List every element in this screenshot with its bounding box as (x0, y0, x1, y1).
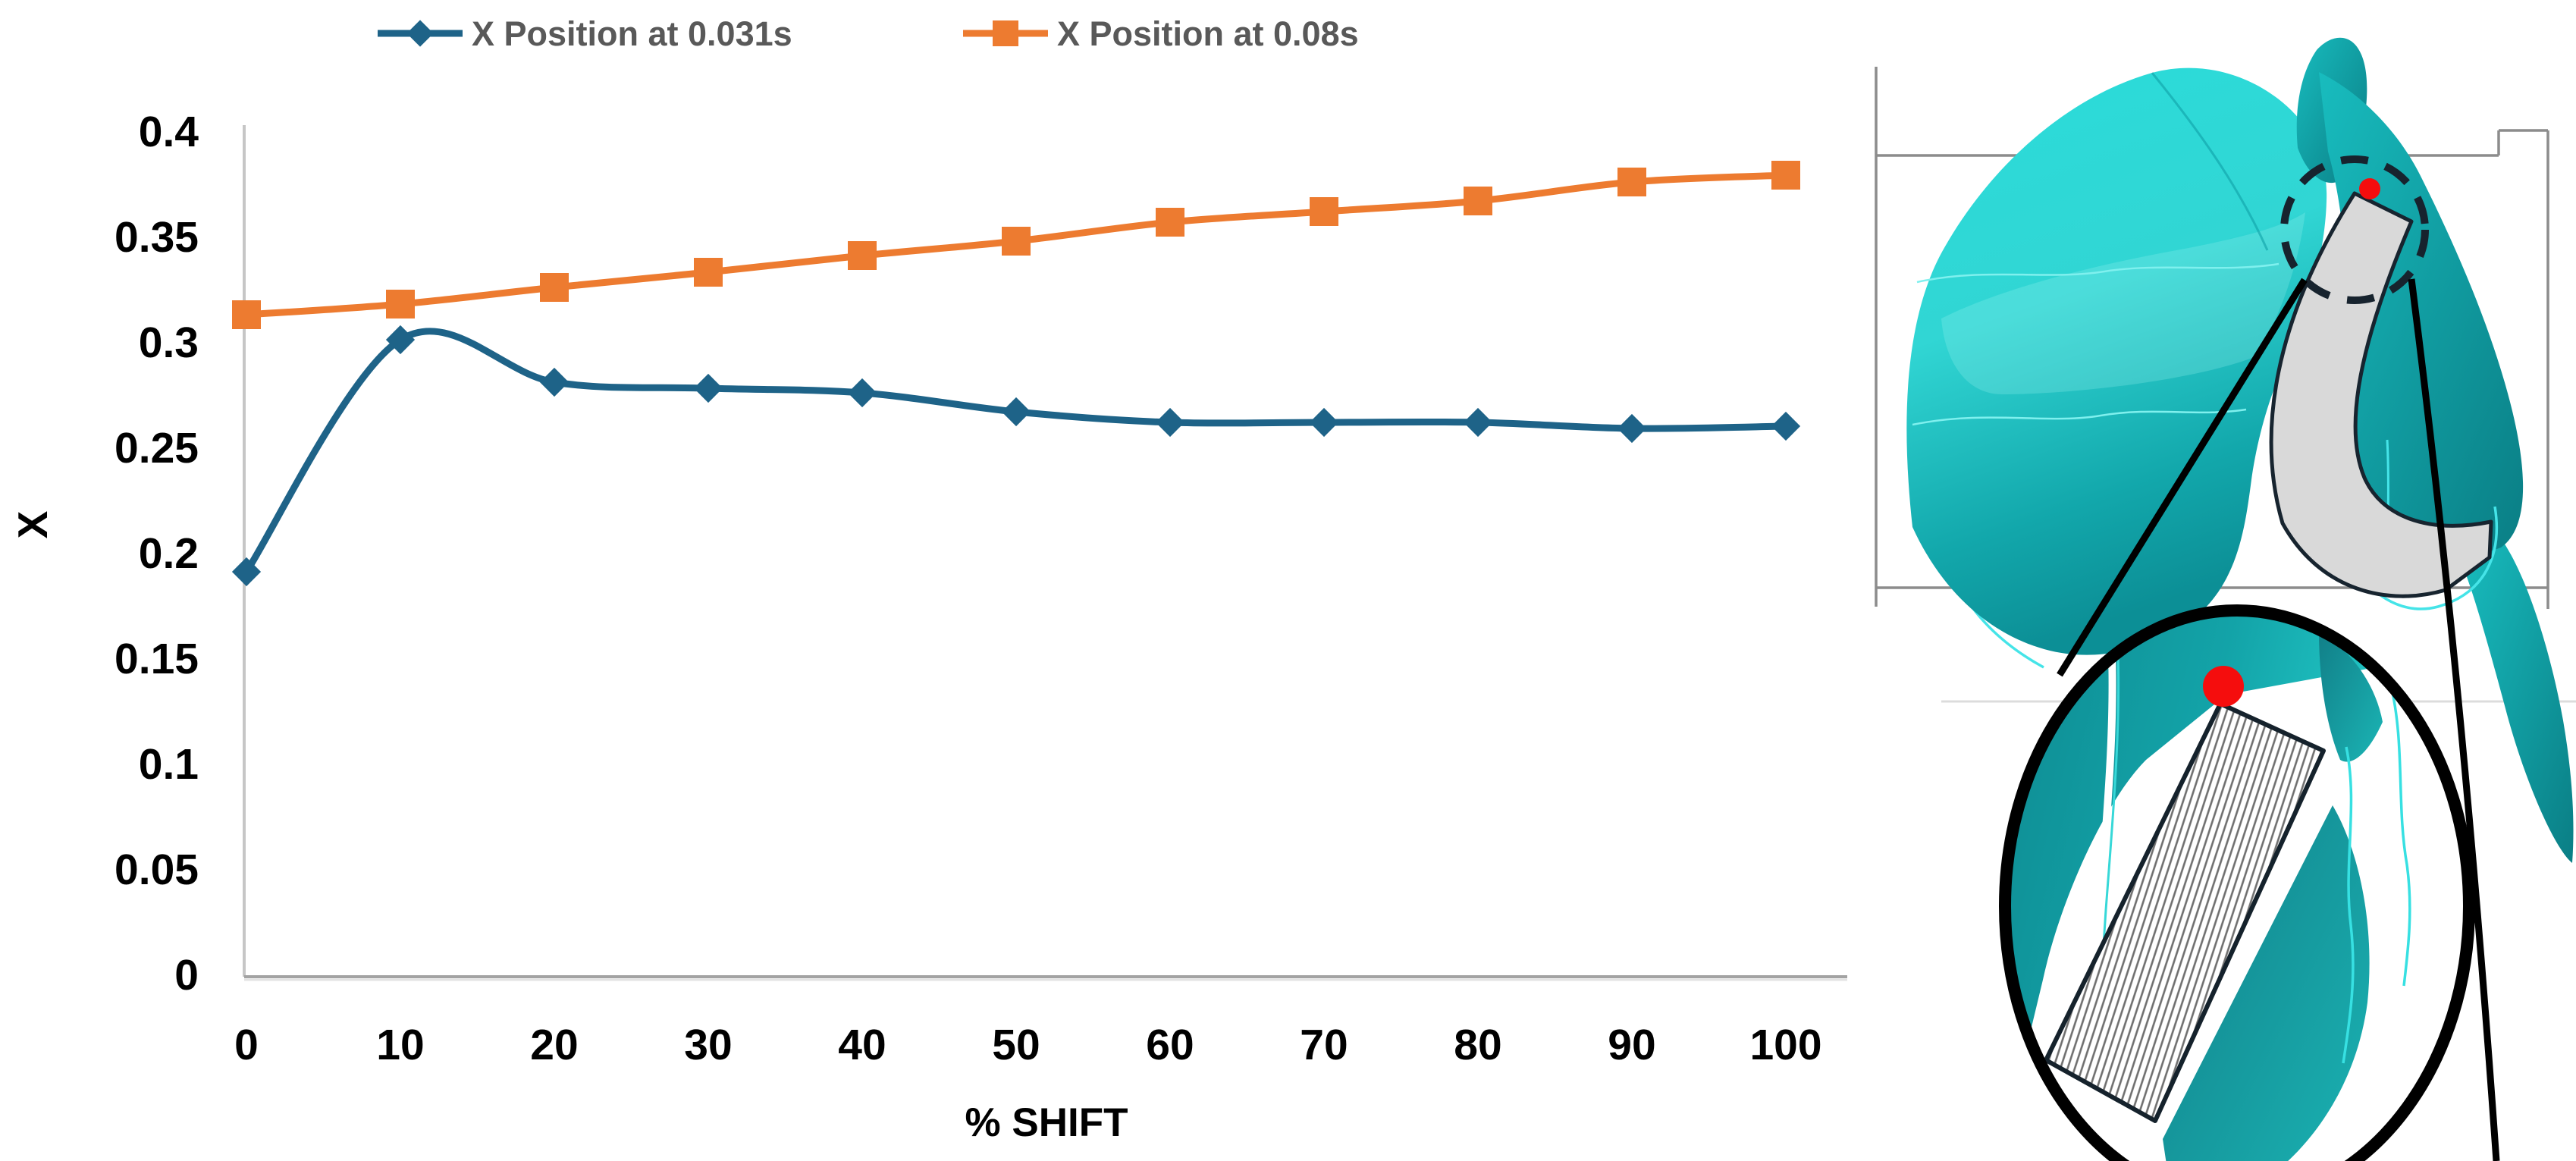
tracked-point-dot (2359, 178, 2380, 199)
magnified-teal-mass (2005, 610, 2367, 1062)
data-point-marker-square (694, 258, 723, 287)
magnified-cyan-squiggle-2 (2389, 682, 2411, 987)
magnifier-ring (1999, 604, 2475, 1161)
line-chart: 0 0.05 0.1 0.15 0.2 0.25 0.3 0.35 0.4 0 10 20 30 40 50… (9, 14, 1847, 1145)
data-point-marker-square (1310, 197, 1338, 226)
x-tick-label: 10 (376, 1021, 424, 1069)
dashed-callout-circle (2280, 155, 2429, 304)
series-orange-008s (232, 161, 1800, 329)
y-tick-label: 0.2 (139, 529, 199, 578)
x-tick-label: 70 (1300, 1021, 1348, 1069)
magnified-hatched-band (2044, 701, 2326, 1123)
simulation-snapshot-panel (1875, 37, 2576, 1161)
legend-marker (406, 20, 434, 47)
data-point-marker-diamond (1309, 407, 1339, 438)
data-point-marker-square (848, 241, 877, 270)
x-tick-label: 0 (234, 1021, 259, 1069)
blob-crease-line (2151, 72, 2269, 251)
data-point-marker-diamond (847, 378, 877, 408)
legend-item: X Position at 0.08s (963, 14, 1359, 53)
legend-item-label: X Position at 0.031s (472, 14, 792, 53)
series-line (243, 328, 1790, 576)
legend-item: X Position at 0.031s (378, 14, 792, 53)
y-tick-label: 0.05 (115, 846, 199, 894)
teal-surface-highlight (1941, 212, 2305, 394)
data-point-marker-square (232, 300, 261, 329)
x-tick-label: 40 (838, 1021, 886, 1069)
legend-item-label: X Position at 0.08s (1057, 14, 1359, 53)
x-tick-label: 20 (530, 1021, 578, 1069)
legend: X Position at 0.031s X Position at 0.08s (378, 14, 1359, 53)
x-tick-label: 30 (684, 1021, 732, 1069)
data-point-marker-square (540, 273, 569, 302)
magnified-teal-bottom-wedge (2163, 805, 2370, 1161)
y-tick-label: 0.25 (115, 424, 199, 472)
callout-connector-left (2057, 278, 2308, 677)
x-tick-label: 50 (992, 1021, 1040, 1069)
data-point-marker-diamond (539, 367, 569, 397)
legend-marker (993, 20, 1018, 46)
y-tick-label: 0.3 (139, 318, 199, 367)
data-point-marker-square (1617, 168, 1646, 196)
data-point-marker-diamond (231, 557, 262, 587)
x-tick-label: 90 (1608, 1021, 1655, 1069)
x-tick-label: 80 (1454, 1021, 1501, 1069)
blob-wireframe-line-2 (1916, 262, 2279, 284)
x-tick-label: 60 (1146, 1021, 1194, 1069)
x-axis-title: % SHIFT (965, 1100, 1128, 1145)
data-point-marker-square (1464, 187, 1492, 215)
data-point-marker-square (386, 290, 415, 318)
callout-connector-right (2408, 278, 2500, 1161)
data-point-marker-diamond (1771, 411, 1801, 441)
data-point-marker-square (1156, 208, 1184, 237)
data-point-marker-diamond (1617, 413, 1647, 444)
magnified-cyan-squiggle-1 (2342, 746, 2355, 1064)
data-point-marker-square (1002, 227, 1031, 256)
data-point-marker-diamond (1463, 407, 1493, 438)
blob-wireframe-line-1 (1912, 408, 2247, 426)
y-tick-label: 0.15 (115, 635, 199, 683)
y-axis-title: X (9, 510, 56, 538)
teal-droop-tail (2461, 543, 2574, 863)
magnified-tracked-point-dot (2203, 666, 2244, 707)
teal-surface-main (1906, 67, 2327, 655)
data-point-marker-diamond (1155, 407, 1185, 438)
y-tick-label: 0.1 (139, 740, 199, 789)
data-point-marker-diamond (1001, 397, 1031, 427)
data-point-marker-square (1771, 161, 1800, 190)
x-tick-label: 100 (1749, 1021, 1821, 1069)
data-point-marker-diamond (693, 373, 723, 403)
data-point-marker-diamond (385, 325, 416, 355)
magnified-view (2005, 610, 2411, 1161)
y-tick-label: 0.35 (115, 213, 199, 262)
y-tick-label: 0 (174, 951, 199, 999)
magnified-teal-right-patch (2319, 631, 2383, 762)
series-blue-0031s (231, 325, 1801, 587)
y-tick-label: 0.4 (139, 108, 199, 156)
